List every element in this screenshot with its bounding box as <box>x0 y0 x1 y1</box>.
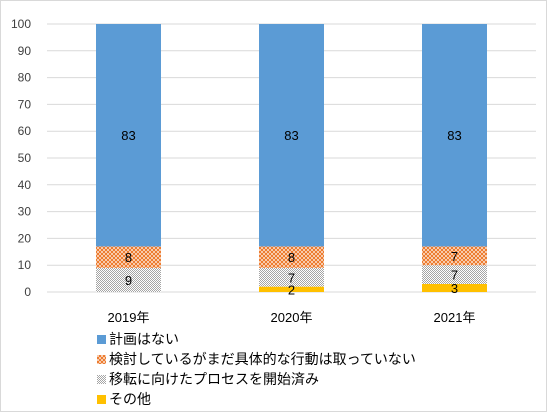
bar-segment <box>259 286 324 292</box>
x-tick-label: 2020年 <box>271 310 313 325</box>
y-tick-label: 30 <box>18 205 32 219</box>
data-label: 83 <box>284 128 298 143</box>
data-label: 2 <box>288 282 295 297</box>
bars <box>96 24 487 292</box>
bar-segment <box>259 24 324 247</box>
data-label: 7 <box>288 270 295 285</box>
y-tick-label: 80 <box>18 71 32 85</box>
y-tick-label: 20 <box>18 231 32 245</box>
y-tick-label: 60 <box>18 124 32 138</box>
bar-segment <box>96 267 161 292</box>
legend-swatch <box>97 375 106 384</box>
bar-segment <box>422 24 487 247</box>
legend: 計画はない検討しているがまだ具体的な行動は取っていない移転に向けたプロセスを開始… <box>97 331 416 407</box>
y-tick-label: 10 <box>18 258 32 272</box>
bar-segment <box>422 246 487 266</box>
data-label: 7 <box>451 268 458 283</box>
y-axis: 0 10 20 30 40 50 60 70 80 90 100 <box>11 17 31 299</box>
data-label: 8 <box>288 250 295 265</box>
y-tick-label: 100 <box>11 17 31 31</box>
y-tick-label: 90 <box>18 44 32 58</box>
y-tick-label: 40 <box>18 178 32 192</box>
legend-label: 移転に向けたプロセスを開始済み <box>109 371 319 387</box>
bar-segment <box>422 283 487 292</box>
legend-label: その他 <box>109 391 151 407</box>
legend-swatch <box>97 395 106 404</box>
legend-label: 検討しているがまだ具体的な行動は取っていない <box>109 351 416 367</box>
y-tick-label: 0 <box>24 285 31 299</box>
bar-segment <box>422 265 487 284</box>
bar-segment <box>96 24 161 247</box>
legend-swatch <box>97 335 106 344</box>
x-tick-label: 2019年 <box>108 310 150 325</box>
bar-segment <box>259 267 324 287</box>
data-label: 7 <box>451 249 458 264</box>
x-axis: 2019年 2020年 2021年 <box>108 310 476 325</box>
data-label: 9 <box>125 273 132 288</box>
data-label: 3 <box>451 281 458 296</box>
legend-swatch <box>97 355 106 364</box>
y-tick-label: 70 <box>18 97 32 111</box>
bar-segment <box>96 246 161 268</box>
data-label: 8 <box>125 250 132 265</box>
y-tick-label: 50 <box>18 151 32 165</box>
data-label: 83 <box>447 128 461 143</box>
legend-label: 計画はない <box>109 331 179 347</box>
data-label: 83 <box>121 128 135 143</box>
x-tick-label: 2021年 <box>434 310 476 325</box>
bar-segment <box>259 246 324 268</box>
